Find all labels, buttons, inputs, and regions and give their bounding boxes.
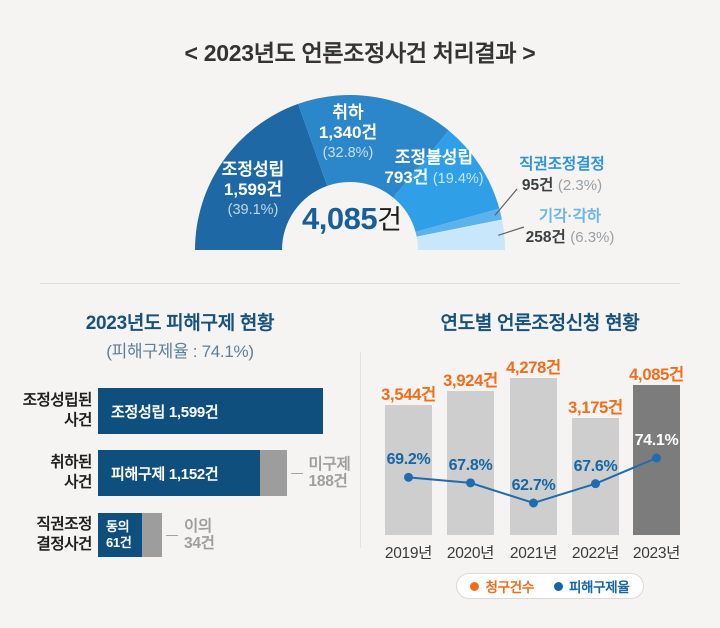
annotation-label: 이의 34건 <box>184 518 215 552</box>
rate-label: 67.6% <box>573 457 618 475</box>
donut-segment-1 <box>298 94 449 198</box>
annotation-label: 미구제 188건 <box>308 456 351 490</box>
relief-status-panel: 2023년도 피해구제 현황 (피해구제율 : 74.1%) 조정성립된 사건 조정… <box>0 300 360 628</box>
donut-center-total: 4,085건 <box>302 198 402 237</box>
secondary-bar <box>260 450 287 496</box>
donut-segment-2 <box>393 130 500 232</box>
year-label: 2021년 <box>509 545 558 562</box>
rate-line-chart <box>404 453 661 508</box>
legend-label: 청구건수 <box>485 580 534 595</box>
row-label: 직권조정 결정사건 <box>36 516 93 553</box>
page-title: < 2023년도 언론조정사건 처리결과 > <box>184 40 536 66</box>
bar-value-label: 4,278건 <box>506 359 561 377</box>
leader-line <box>494 188 518 216</box>
year-bar <box>385 405 432 535</box>
primary-bar: 피해구제 1,152건 <box>98 450 261 496</box>
donut-callout-label: 직권조정결정 95건 (2.3%) <box>519 156 605 194</box>
primary-bar: 동의 61건 <box>98 513 142 557</box>
right-panel-title: 연도별 언론조정신청 현황 <box>440 313 640 334</box>
donut-callout-label: 기각·각하 258건 (6.3%) <box>525 208 615 246</box>
year-bar <box>510 378 557 535</box>
panel-divider <box>360 352 361 548</box>
left-panel-title: 2023년도 피해구제 현황 <box>85 313 275 334</box>
left-panel-subtitle: (피해구제율 : 74.1%) <box>106 342 254 361</box>
year-label: 2020년 <box>446 545 495 562</box>
bar-value-label: 3,924건 <box>443 372 498 390</box>
leader-line <box>498 226 525 236</box>
leader-line <box>290 473 303 474</box>
leader-line <box>166 535 178 536</box>
legend-label: 피해구제율 <box>568 580 630 595</box>
donut-segment-0 <box>195 103 328 251</box>
rate-dot <box>466 478 475 488</box>
row-label: 조정성립된 사건 <box>22 392 93 429</box>
legend: 청구건수 피해구제율 <box>456 573 644 599</box>
year-label: 2022년 <box>571 545 620 562</box>
year-bar <box>447 391 494 535</box>
rate-label: 67.8% <box>448 456 493 474</box>
donut-segment-3 <box>415 208 502 237</box>
row-label: 취하된 사건 <box>50 454 92 491</box>
rate-dot <box>529 498 538 508</box>
bar-value-label: 3,544건 <box>381 386 436 404</box>
rate-label: 74.1% <box>634 432 679 449</box>
rate-dot <box>591 479 600 489</box>
primary-bar: 조정성립 1,599건 <box>98 388 323 434</box>
legend-dot <box>470 581 480 591</box>
rate-label: 62.7% <box>511 476 556 494</box>
legend-item: 청구건수 <box>470 576 534 596</box>
rate-label: 69.2% <box>386 451 431 469</box>
secondary-bar <box>142 513 162 557</box>
year-label: 2023년 <box>632 545 681 562</box>
total-value: 4,085 <box>302 201 378 236</box>
year-label: 2019년 <box>384 545 433 562</box>
section-divider <box>40 283 680 284</box>
bar-value-label: 4,085건 <box>629 366 684 384</box>
donut-segment-label: 조정성립 1,599건 (39.1%) <box>221 160 285 218</box>
legend-dot <box>553 581 563 591</box>
donut-segment-4 <box>416 219 505 250</box>
bar-value-label: 3,175건 <box>568 399 623 417</box>
donut-chart <box>195 94 525 251</box>
donut-segment-label: 취하 1,340건 (32.8%) <box>318 103 378 161</box>
total-unit: 건 <box>377 205 402 235</box>
yearly-filings-panel: 연도별 언론조정신청 현황 3,544건 2019년 3,924건 2020년 4,27… <box>360 300 720 628</box>
legend-item: 피해구제율 <box>553 576 630 596</box>
donut-segment-label: 조정불성립 793건 (19.4%) <box>384 148 484 187</box>
rate-dot <box>404 472 413 482</box>
rate-dot <box>652 453 661 463</box>
